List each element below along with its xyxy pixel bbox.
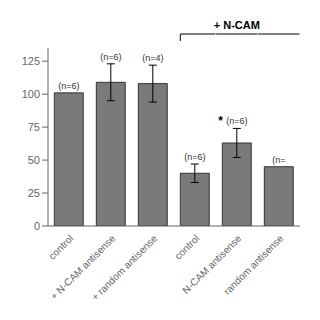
svg-text:(n=4): (n=4) bbox=[142, 53, 163, 63]
svg-text:random antisense: random antisense bbox=[221, 232, 285, 296]
svg-text:100: 100 bbox=[22, 88, 40, 100]
svg-text:50: 50 bbox=[28, 154, 40, 166]
svg-text:+ N-CAM antisense: + N-CAM antisense bbox=[48, 232, 118, 302]
svg-text:+ random antisense: + random antisense bbox=[89, 232, 159, 302]
svg-text:N-CAM antisense: N-CAM antisense bbox=[180, 232, 244, 296]
svg-text:(n=6): (n=6) bbox=[100, 52, 121, 62]
svg-text:+ N-CAM: + N-CAM bbox=[214, 19, 260, 31]
svg-text:control: control bbox=[172, 233, 201, 262]
svg-text:125: 125 bbox=[22, 55, 40, 67]
svg-text:(n=6): (n=6) bbox=[226, 116, 247, 126]
svg-text:*: * bbox=[218, 114, 223, 128]
svg-text:control: control bbox=[46, 233, 75, 262]
svg-text:(n=: (n= bbox=[272, 155, 285, 165]
svg-text:0: 0 bbox=[34, 220, 40, 232]
svg-text:75: 75 bbox=[28, 121, 40, 133]
svg-text:(n=6): (n=6) bbox=[184, 152, 205, 162]
svg-text:25: 25 bbox=[28, 187, 40, 199]
svg-text:(n=6): (n=6) bbox=[58, 81, 79, 91]
